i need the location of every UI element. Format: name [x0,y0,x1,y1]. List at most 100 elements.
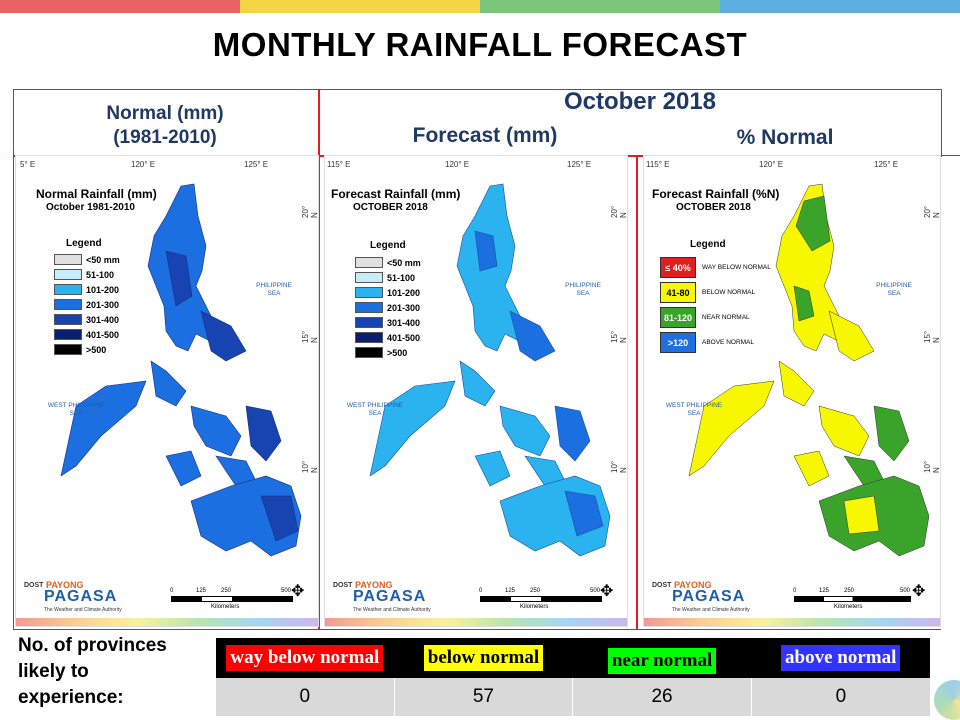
legend-label: 401-500 [387,332,421,343]
legend-swatch [355,257,383,268]
scale-unit: Kilometers [211,604,240,610]
category-label-way-below: way below normal [226,645,384,671]
west-philippine-sea-label: WEST PHILIPPINE SEA [665,402,723,417]
forecast-map-title-line2: OCTOBER 2018 [353,202,428,213]
provinces-label-line3: experience: [18,687,124,708]
percent-map-title: Forecast Rainfall (%N) OCTOBER 2018 [652,188,779,214]
philippine-sea-label: PHILIPPINE SEA [565,282,601,297]
legend-swatch [54,299,82,310]
coord-right-2: 15° N [610,330,628,343]
legend-label: 101-200 [86,284,120,295]
compass-rose-icon: ✥ [600,583,614,600]
top-bar-segment-green [480,0,720,13]
percent-map-graphic [688,183,930,557]
top-bar-segment-yellow [240,0,480,13]
category-cell: above normal [751,638,930,678]
count-near: 26 [572,678,752,716]
normal-map-title: Normal Rainfall (mm) October 1981-2010 [36,188,157,214]
coord-right-3: 10° N [610,460,628,473]
top-bar-segment-red [0,0,240,13]
legend-item: 401-500 [355,332,420,343]
forecast-map-graphic [369,183,611,557]
scale-label-125: 125 [505,588,516,594]
forecast-map-title: Forecast Rainfall (mm) OCTOBER 2018 [331,188,460,214]
coord-top-1: 5° E [20,160,36,169]
legend-swatch [54,269,82,280]
compass-rose-icon: ✥ [912,583,926,600]
month-header: October 2018 [563,88,717,115]
legend-swatch [54,329,82,340]
category-label-above: above normal [781,645,901,671]
scale-unit: Kilometers [834,604,863,610]
percent-normal-header: % Normal [736,126,834,149]
logo-dost: DOST [24,582,44,589]
slide-title: MONTHLY RAINFALL FORECAST [212,26,748,63]
legend-label: 401-500 [86,329,120,340]
legend-swatch [355,287,383,298]
coord-right-2: 15° N [301,330,319,343]
normal-header: Normal (mm) (1981-2010) [60,102,270,150]
logo-authority: The Weather and Climate Authority [44,607,122,613]
logo-payong: PAYONG [674,580,712,590]
provinces-label-line1: No. of provinces [18,635,167,656]
coord-right-3: 10° N [301,460,319,473]
scale-bar [794,596,911,602]
legend-title: Legend [370,240,406,251]
coord-top-3: 125° E [874,160,899,169]
west-philippine-sea-label: WEST PHILIPPINE SEA [47,402,105,417]
normal-map-title-line1: Normal Rainfall (mm) [36,187,157,201]
forecast-header-frame [318,89,942,157]
scale-label-125: 125 [819,588,830,594]
legend-item: 51-100 [54,269,114,280]
pct-legend-box: 81-120 [660,307,696,328]
category-cell: way below normal [215,638,395,678]
logo-pagasa: PAGASA [353,588,427,605]
corner-logo-swirl [934,680,960,720]
legend-label: 51-100 [387,272,416,283]
provinces-label: No. of provinces likely to experience: [18,633,167,711]
pagasa-logo: DOST PAYONG PAGASA The Weather and Clima… [22,560,122,620]
coord-top-3: 125° E [244,160,269,169]
scale-bar [480,596,602,602]
legend-label: >500 [86,344,107,355]
scale-label-500: 500 [590,588,601,594]
count-below: 57 [393,678,573,716]
category-label-near: near normal [607,648,717,674]
logo-authority: The Weather and Climate Authority [672,607,750,613]
normal-rainfall-map: 5° E 120° E 125° E 20° N 15° N 10° N Nor… [15,155,319,627]
legend-swatch [54,284,82,295]
normal-header-title: Normal (mm) [106,103,224,124]
west-philippine-sea-label: WEST PHILIPPINE SEA [346,402,404,417]
scale-label-0: 0 [793,588,797,594]
coord-right-2: 15° N [923,330,941,343]
corner-logo-fragment [930,630,960,720]
pct-legend-desc: BELOW NORMAL [702,289,756,296]
scale-label-0: 0 [170,588,174,594]
legend-item: 201-300 [355,302,420,313]
legend-title: Legend [690,239,726,250]
category-row: way below normal below normal near norma… [215,638,930,678]
legend-label: 301-400 [86,314,120,325]
forecast-header: Forecast (mm) [412,124,558,147]
legend-label: <50 mm [86,254,120,265]
coord-right-1: 20° N [610,205,628,218]
rainbow-strip [325,618,627,626]
logo-payong: PAYONG [46,580,84,590]
pct-legend-desc: WAY BELOW NORMAL [702,264,771,271]
legend-item: 301-400 [54,314,119,325]
legend-swatch [355,347,383,358]
legend-title: Legend [66,238,102,249]
normal-map-graphic [60,183,302,557]
coord-top-1: 115° E [327,160,351,169]
legend-label: 101-200 [387,287,421,298]
coord-top-2: 120° E [131,160,156,169]
rainbow-strip [644,618,940,626]
scale-label-125: 125 [196,588,207,594]
legend-swatch [355,302,383,313]
pct-legend-item: 81-120 NEAR NORMAL [660,307,750,328]
pagasa-logo: DOST PAYONG PAGASA The Weather and Clima… [650,560,750,620]
pct-legend-desc: ABOVE NORMAL [702,339,755,346]
pct-legend-box: 41-80 [660,282,696,303]
pct-legend-box: ≤ 40% [660,257,696,278]
top-color-bar [0,0,960,13]
